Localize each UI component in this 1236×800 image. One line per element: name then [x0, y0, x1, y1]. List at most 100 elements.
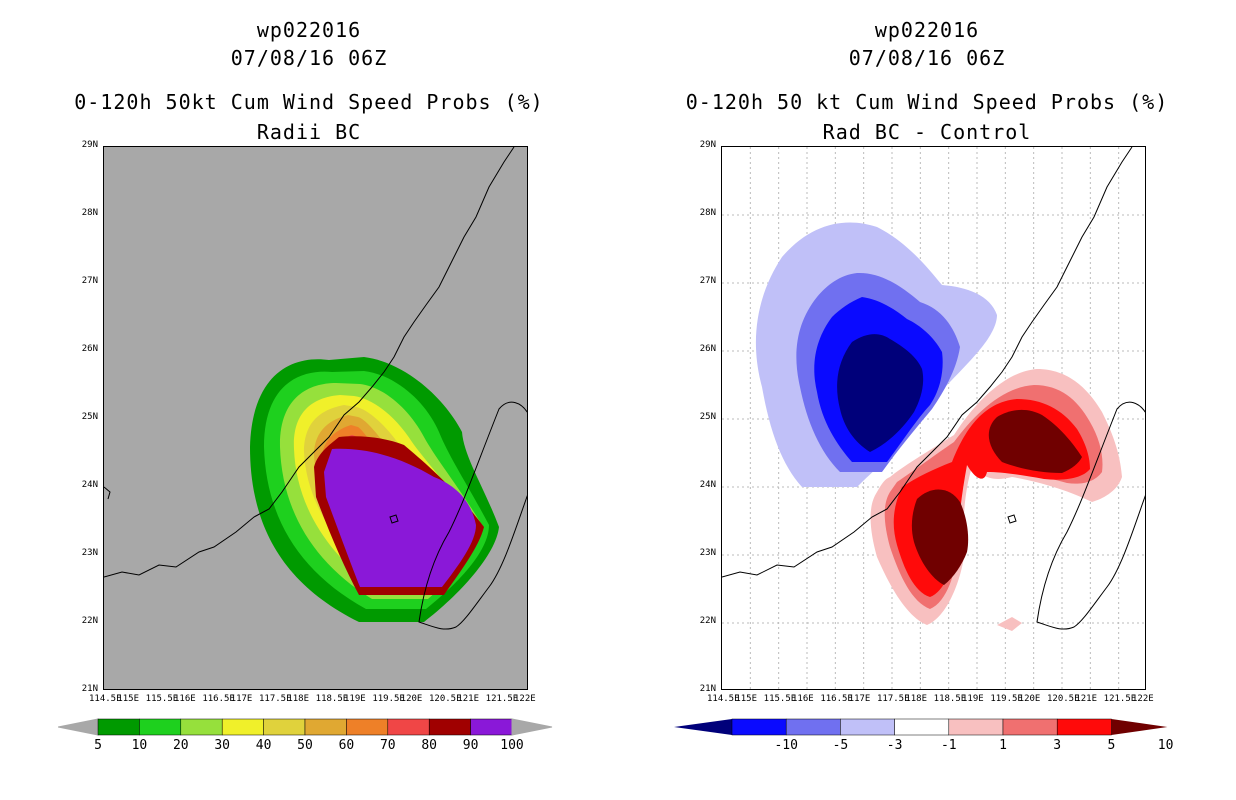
colorbar-tick-label: 20 [172, 738, 189, 753]
colorbar-tick-label: 100 [500, 738, 524, 753]
lat-tick-label: 25N [81, 412, 98, 422]
colorbar-swatch [731, 718, 787, 736]
lat-tick-label: 24N [699, 480, 716, 490]
colorbar-svg [674, 718, 1168, 736]
colorbar [57, 718, 554, 740]
colorbar-tick-label: 80 [421, 738, 438, 753]
colorbar-swatches [97, 718, 513, 736]
colorbar-tick-label: 70 [379, 738, 396, 753]
lon-tick-label: 118.5E [933, 694, 967, 704]
lon-axis: 114.5E 115E 115.5E 116E 116.5E 117E 117.5E 118E… [704, 694, 1164, 708]
colorbar-swatch [387, 718, 430, 736]
colorbar-swatch [1002, 718, 1058, 736]
colorbar-tick-label: 90 [462, 738, 479, 753]
colorbar-tick-label: 1 [999, 738, 1007, 753]
lon-tick-label: 119.5E [372, 694, 405, 704]
lat-tick-label: 27N [699, 276, 716, 286]
difference-contours [755, 222, 1122, 631]
colorbar-swatch [263, 718, 306, 736]
colorbar-swatch [304, 718, 347, 736]
probability-contours [250, 357, 499, 622]
colorbar-swatch [139, 718, 182, 736]
colorbar-high-arrow [1111, 719, 1168, 735]
lon-tick-label: 118E [287, 694, 310, 704]
plot-subtitle: Radii BC [256, 120, 362, 144]
lat-tick-label: 25N [699, 412, 716, 422]
colorbar-tick-label: 10 [1157, 738, 1174, 753]
lon-tick-label: 120.5E [1047, 694, 1080, 704]
lat-tick-label: 29N [699, 140, 716, 150]
difference-map [721, 146, 1146, 690]
colorbar-tick-label: 30 [214, 738, 231, 753]
lon-tick-label: 122E [514, 694, 536, 704]
lon-tick-label: 119E [962, 694, 984, 704]
colorbar-tick-label: 5 [1107, 738, 1116, 753]
lon-tick-label: 117.5E [259, 694, 292, 704]
left-panel: wp022016 07/08/16 06Z 0-120h 50kt Cum Wi… [57, 18, 554, 753]
colorbar-tick-label: -5 [832, 738, 849, 753]
plot-title: 0-120h 50 kt Cum Wind Speed Probs (%) [685, 90, 1169, 114]
colorbar-svg [57, 718, 553, 736]
colorbar-low-arrow [674, 719, 732, 735]
colorbar-tick-label: -1 [940, 738, 957, 753]
colorbar-high-arrow [511, 718, 553, 736]
lon-tick-label: 118E [905, 694, 928, 704]
penghu-island [1007, 514, 1017, 524]
colorbar-swatch [221, 718, 264, 736]
colorbar-swatch [948, 718, 1004, 736]
lon-tick-label: 117.5E [877, 694, 910, 704]
colorbar-tick-label: -10 [774, 738, 798, 753]
colorbar [674, 718, 1174, 740]
colorbar-swatch [180, 718, 223, 736]
lat-tick-label: 21N [81, 684, 98, 694]
penghu-island [389, 514, 399, 524]
lat-tick-label: 22N [81, 616, 98, 626]
coastline [722, 147, 1145, 630]
storm-id: wp022016 [874, 18, 980, 42]
colorbar-swatch [1056, 718, 1112, 736]
colorbar-low-arrow [57, 718, 99, 736]
lon-tick-label: 121.5E [1103, 694, 1137, 704]
lat-tick-label: 23N [81, 548, 98, 558]
lon-tick-label: 116.5E [820, 694, 853, 704]
colorbar-tick-label: -3 [886, 738, 903, 753]
colorbar-tick-label: 40 [255, 738, 272, 753]
lon-axis: 114.5E 115E 115.5E 116E 116.5E 117E 117.5E 118E… [86, 694, 546, 708]
datetime: 07/08/16 06Z [230, 46, 388, 70]
lon-tick-label: 115E [735, 694, 758, 704]
lat-tick-label: 26N [699, 344, 716, 354]
lon-tick-label: 118.5E [315, 694, 349, 704]
lat-tick-label: 23N [699, 548, 716, 558]
lon-tick-label: 121.5E [485, 694, 519, 704]
pos-10-north [988, 409, 1082, 473]
colorbar-swatch [346, 718, 389, 736]
coastline [104, 147, 527, 630]
right-panel: wp022016 07/08/16 06Z 0-120h 50 kt Cum W… [618, 0, 1236, 800]
lon-tick-label: 114.5E [707, 694, 740, 704]
colorbar-swatch [470, 718, 513, 736]
colorbar-swatches [674, 718, 1168, 736]
datetime: 07/08/16 06Z [848, 46, 1006, 70]
lon-tick-label: 120.5E [429, 694, 462, 704]
lat-tick-label: 29N [81, 140, 98, 150]
lon-tick-label: 119E [344, 694, 366, 704]
lat-tick-label: 21N [699, 684, 716, 694]
lat-tick-label: 28N [81, 208, 98, 218]
probability-map [103, 146, 528, 690]
colorbar-tick-label: 10 [131, 738, 148, 753]
lon-tick-label: 116E [174, 694, 196, 704]
lon-tick-label: 114.5E [89, 694, 122, 704]
lon-tick-label: 115.5E [763, 694, 797, 704]
lon-tick-label: 121E [1075, 694, 1098, 704]
pos-1-tiny [997, 617, 1022, 631]
colorbar-tick-label: 5 [94, 738, 102, 753]
colorbar-swatch [97, 718, 140, 736]
lon-tick-label: 117E [848, 694, 871, 704]
lon-tick-label: 116E [792, 694, 814, 704]
lon-tick-label: 115.5E [145, 694, 179, 704]
lat-tick-label: 22N [699, 616, 716, 626]
lon-tick-label: 121E [457, 694, 480, 704]
lon-tick-label: 120E [400, 694, 423, 704]
colorbar-tick-label: 50 [297, 738, 313, 753]
colorbar-swatch [428, 718, 471, 736]
